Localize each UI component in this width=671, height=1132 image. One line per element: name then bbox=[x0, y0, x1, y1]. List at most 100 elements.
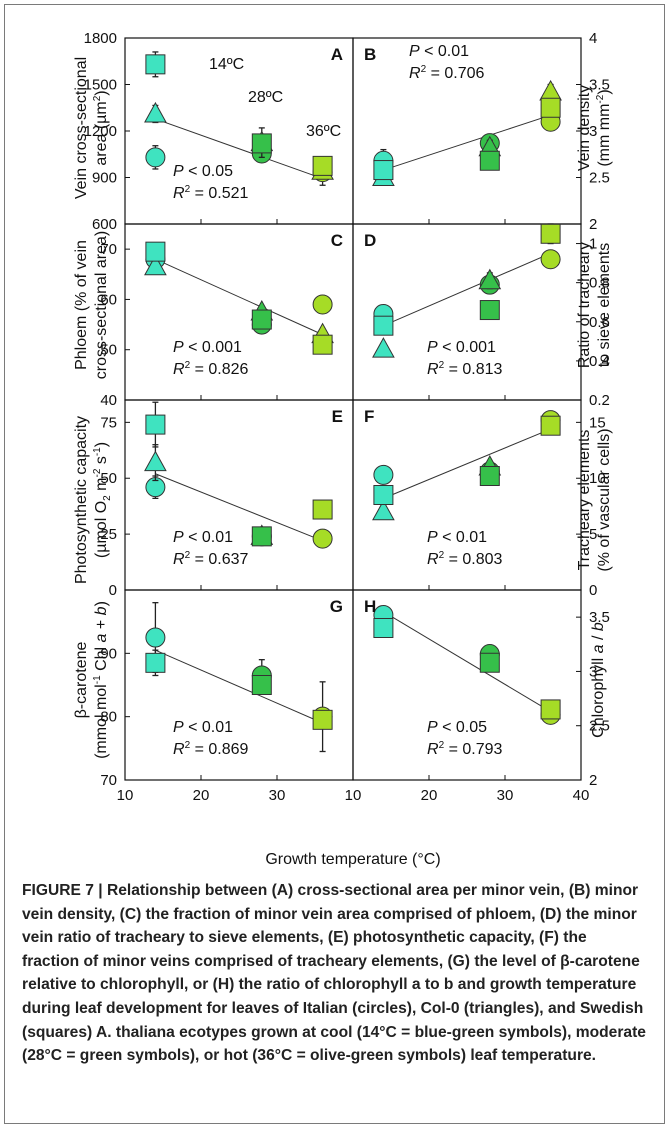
regression-line bbox=[383, 252, 551, 327]
y-tick-label: 2.5 bbox=[589, 718, 610, 735]
marker-square bbox=[540, 97, 561, 118]
p-value: P < 0.01 bbox=[173, 529, 233, 546]
marker-square bbox=[540, 699, 561, 720]
marker-square bbox=[251, 526, 272, 547]
y-tick-label: 60 bbox=[100, 291, 117, 308]
marker-square bbox=[251, 309, 272, 330]
y-tick-label: 900 bbox=[92, 170, 117, 187]
y-tick-label: 15 bbox=[589, 414, 606, 431]
marker-triangle bbox=[144, 450, 167, 472]
ylabel-photosynthesis-2: (µmol O2 m-2 s-1) bbox=[92, 442, 113, 558]
ylabel-tracheary: Tracheary elements bbox=[576, 430, 593, 571]
ylabel-vein-area-2: area (µm2) bbox=[92, 90, 110, 165]
marker-square bbox=[145, 414, 166, 435]
y-tick-label: 2 bbox=[589, 216, 597, 233]
ylabel-tracheary-2: (% of vascular cells) bbox=[596, 428, 613, 571]
y-tick-label: 0.8 bbox=[589, 275, 610, 292]
y-tick-label: 0 bbox=[109, 582, 117, 599]
y-tick-label: 2.5 bbox=[589, 170, 610, 187]
y-tick-label: 75 bbox=[100, 414, 117, 431]
panel-letter: H bbox=[364, 597, 376, 616]
panel-letter: F bbox=[364, 407, 374, 426]
label-14c: 14ºC bbox=[209, 56, 244, 73]
ylabel-beta-carotene-2: (mmol mol-1 Chl a + b) bbox=[92, 601, 110, 759]
regression-line bbox=[155, 258, 323, 336]
marker-triangle bbox=[144, 101, 167, 123]
marker-circle bbox=[312, 294, 333, 315]
y-tick-label: 1800 bbox=[84, 30, 117, 47]
marker-square bbox=[373, 485, 394, 505]
y-tick-label: 70 bbox=[100, 241, 117, 258]
panel-h: 2 2.5 3 3.5 10 20 30 40 H P < 0.05 R2 = 0.793 bbox=[345, 589, 610, 804]
marker-triangle bbox=[478, 268, 502, 290]
marker-square bbox=[251, 133, 272, 154]
panel-e: 0 25 50 75 E P < 0.01 R2 = 0.637 bbox=[100, 399, 354, 599]
p-value: P < 0.001 bbox=[173, 339, 242, 356]
panel-b: 2 2.5 3 3.5 4 B P < 0.01 R2 = 0.706 bbox=[352, 30, 610, 233]
panel-letter: E bbox=[332, 407, 343, 426]
panel-f: 0 5 10 15 F P < 0.01 R2 = 0.803 bbox=[352, 399, 606, 599]
marker-square bbox=[479, 150, 500, 171]
panel-letter: C bbox=[331, 231, 343, 250]
ylabel-ratio-2: to sieve elements bbox=[596, 243, 613, 368]
r-squared: R2 = 0.826 bbox=[173, 360, 249, 378]
ylabel-ratio: Ratio of tracheary bbox=[576, 242, 593, 368]
y-tick-label: 0.2 bbox=[589, 392, 610, 409]
marker-square bbox=[145, 54, 166, 75]
y-tick-label: 3.5 bbox=[589, 609, 610, 626]
regression-line bbox=[155, 649, 323, 724]
y-tick-label: 0.6 bbox=[589, 314, 610, 331]
marker-triangle bbox=[144, 254, 167, 276]
regression-line bbox=[155, 473, 323, 542]
ylabel-vein-area: Vein cross-sectional bbox=[73, 57, 90, 199]
panel-letter: G bbox=[330, 597, 343, 616]
p-value: P < 0.05 bbox=[427, 719, 487, 736]
x-tick-label: 30 bbox=[497, 787, 514, 804]
marker-square bbox=[312, 334, 333, 355]
marker-circle bbox=[145, 147, 166, 168]
marker-square bbox=[479, 300, 500, 321]
panel-a: 600 900 1200 1500 1800 A P < 0.05 R2 = 0.521 bbox=[84, 30, 354, 233]
marker-square bbox=[312, 499, 333, 520]
p-value: P < 0.01 bbox=[409, 43, 469, 60]
label-36c: 36ºC bbox=[306, 123, 341, 140]
r-squared: R2 = 0.813 bbox=[427, 360, 503, 378]
marker-square bbox=[540, 223, 561, 244]
y-tick-label: 3.5 bbox=[589, 77, 610, 94]
panel-frame bbox=[352, 589, 582, 781]
xlabel: Growth temperature (°C) bbox=[265, 851, 440, 868]
ylabel-vein-density: Vein density bbox=[576, 85, 593, 171]
y-tick-label: 3 bbox=[589, 123, 597, 140]
panel-letter: B bbox=[364, 45, 376, 64]
x-tick-label: 20 bbox=[421, 787, 438, 804]
ylabel-chlorophyll-ratio: Chlorophyll a / b bbox=[590, 622, 607, 738]
r-squared: R2 = 0.869 bbox=[173, 740, 249, 758]
marker-square bbox=[251, 675, 272, 695]
marker-triangle bbox=[372, 499, 395, 521]
y-tick-label: 4 bbox=[589, 30, 597, 47]
regression-line bbox=[155, 118, 323, 180]
y-tick-label: 0 bbox=[589, 582, 597, 599]
marker-square bbox=[373, 315, 394, 336]
x-tick-label: 40 bbox=[573, 787, 590, 804]
y-tick-label: 40 bbox=[100, 392, 117, 409]
r-squared: R2 = 0.803 bbox=[427, 550, 503, 568]
p-value: P < 0.01 bbox=[173, 719, 233, 736]
r-squared: R2 = 0.793 bbox=[427, 740, 503, 758]
regression-line bbox=[383, 114, 551, 171]
marker-square bbox=[145, 652, 166, 673]
ylabel-phloem: Phloem (% of vein bbox=[73, 240, 90, 370]
ylabel-phloem-2: cross-sectional area) bbox=[93, 231, 110, 380]
y-tick-label: 2 bbox=[589, 772, 597, 789]
panel-d: 0.2 0.4 0.6 0.8 1 D P < 0.001 R2 = 0.813 bbox=[352, 223, 610, 409]
y-tick-label: 70 bbox=[100, 772, 117, 789]
label-28c: 28ºC bbox=[248, 89, 283, 106]
figure-caption: FIGURE 7 | Relationship between (A) cros… bbox=[22, 879, 646, 1068]
caption-text: Relationship between (A) cross-sectional… bbox=[22, 882, 646, 1065]
y-tick-label: 50 bbox=[100, 342, 117, 359]
y-tick-label: 90 bbox=[100, 645, 117, 662]
marker-square bbox=[540, 415, 561, 436]
y-tick-label: 1200 bbox=[84, 123, 117, 140]
marker-circle bbox=[145, 627, 166, 648]
